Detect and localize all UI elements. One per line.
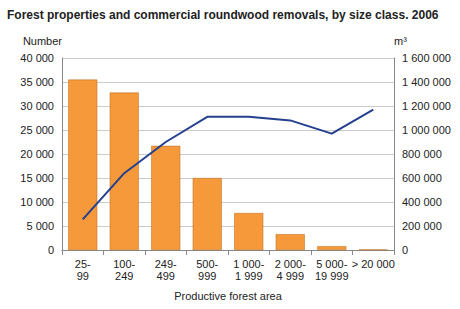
svg-text:499: 499 xyxy=(157,270,175,282)
svg-text:1 200 000: 1 200 000 xyxy=(402,100,451,112)
svg-text:4 999: 4 999 xyxy=(276,270,304,282)
svg-text:10 000: 10 000 xyxy=(20,196,54,208)
svg-text:100-: 100- xyxy=(113,258,135,270)
svg-text:500-: 500- xyxy=(196,258,218,270)
svg-text:600 000: 600 000 xyxy=(402,172,442,184)
svg-text:m³: m³ xyxy=(394,35,407,47)
svg-text:40 000: 40 000 xyxy=(20,52,54,64)
svg-text:800 000: 800 000 xyxy=(402,148,442,160)
svg-text:5 000: 5 000 xyxy=(26,220,54,232)
svg-text:200 000: 200 000 xyxy=(402,220,442,232)
svg-text:15 000: 15 000 xyxy=(20,172,54,184)
svg-text:249: 249 xyxy=(115,270,133,282)
svg-text:0: 0 xyxy=(402,244,408,256)
svg-text:1 000 000: 1 000 000 xyxy=(402,124,451,136)
svg-text:25 000: 25 000 xyxy=(20,124,54,136)
svg-text:Number: Number xyxy=(23,35,62,47)
svg-text:Forest properties and commerci: Forest properties and commercial roundwo… xyxy=(7,8,439,22)
svg-text:> 20 000: > 20 000 xyxy=(352,258,395,270)
svg-text:99: 99 xyxy=(77,270,89,282)
svg-text:1 600 000: 1 600 000 xyxy=(402,52,451,64)
svg-text:Productive forest area: Productive forest area xyxy=(174,290,282,302)
svg-text:35 000: 35 000 xyxy=(20,76,54,88)
svg-text:999: 999 xyxy=(198,270,216,282)
svg-text:30 000: 30 000 xyxy=(20,100,54,112)
svg-text:5 000-: 5 000- xyxy=(316,258,348,270)
svg-text:2 000-: 2 000- xyxy=(275,258,307,270)
svg-text:249-: 249- xyxy=(155,258,177,270)
svg-text:1 400 000: 1 400 000 xyxy=(402,76,451,88)
svg-text:20 000: 20 000 xyxy=(20,148,54,160)
svg-text:25-: 25- xyxy=(75,258,91,270)
svg-text:400 000: 400 000 xyxy=(402,196,442,208)
svg-text:0: 0 xyxy=(48,244,54,256)
svg-text:1 999: 1 999 xyxy=(235,270,263,282)
svg-text:1 000-: 1 000- xyxy=(233,258,265,270)
svg-text:19 999: 19 999 xyxy=(315,270,349,282)
